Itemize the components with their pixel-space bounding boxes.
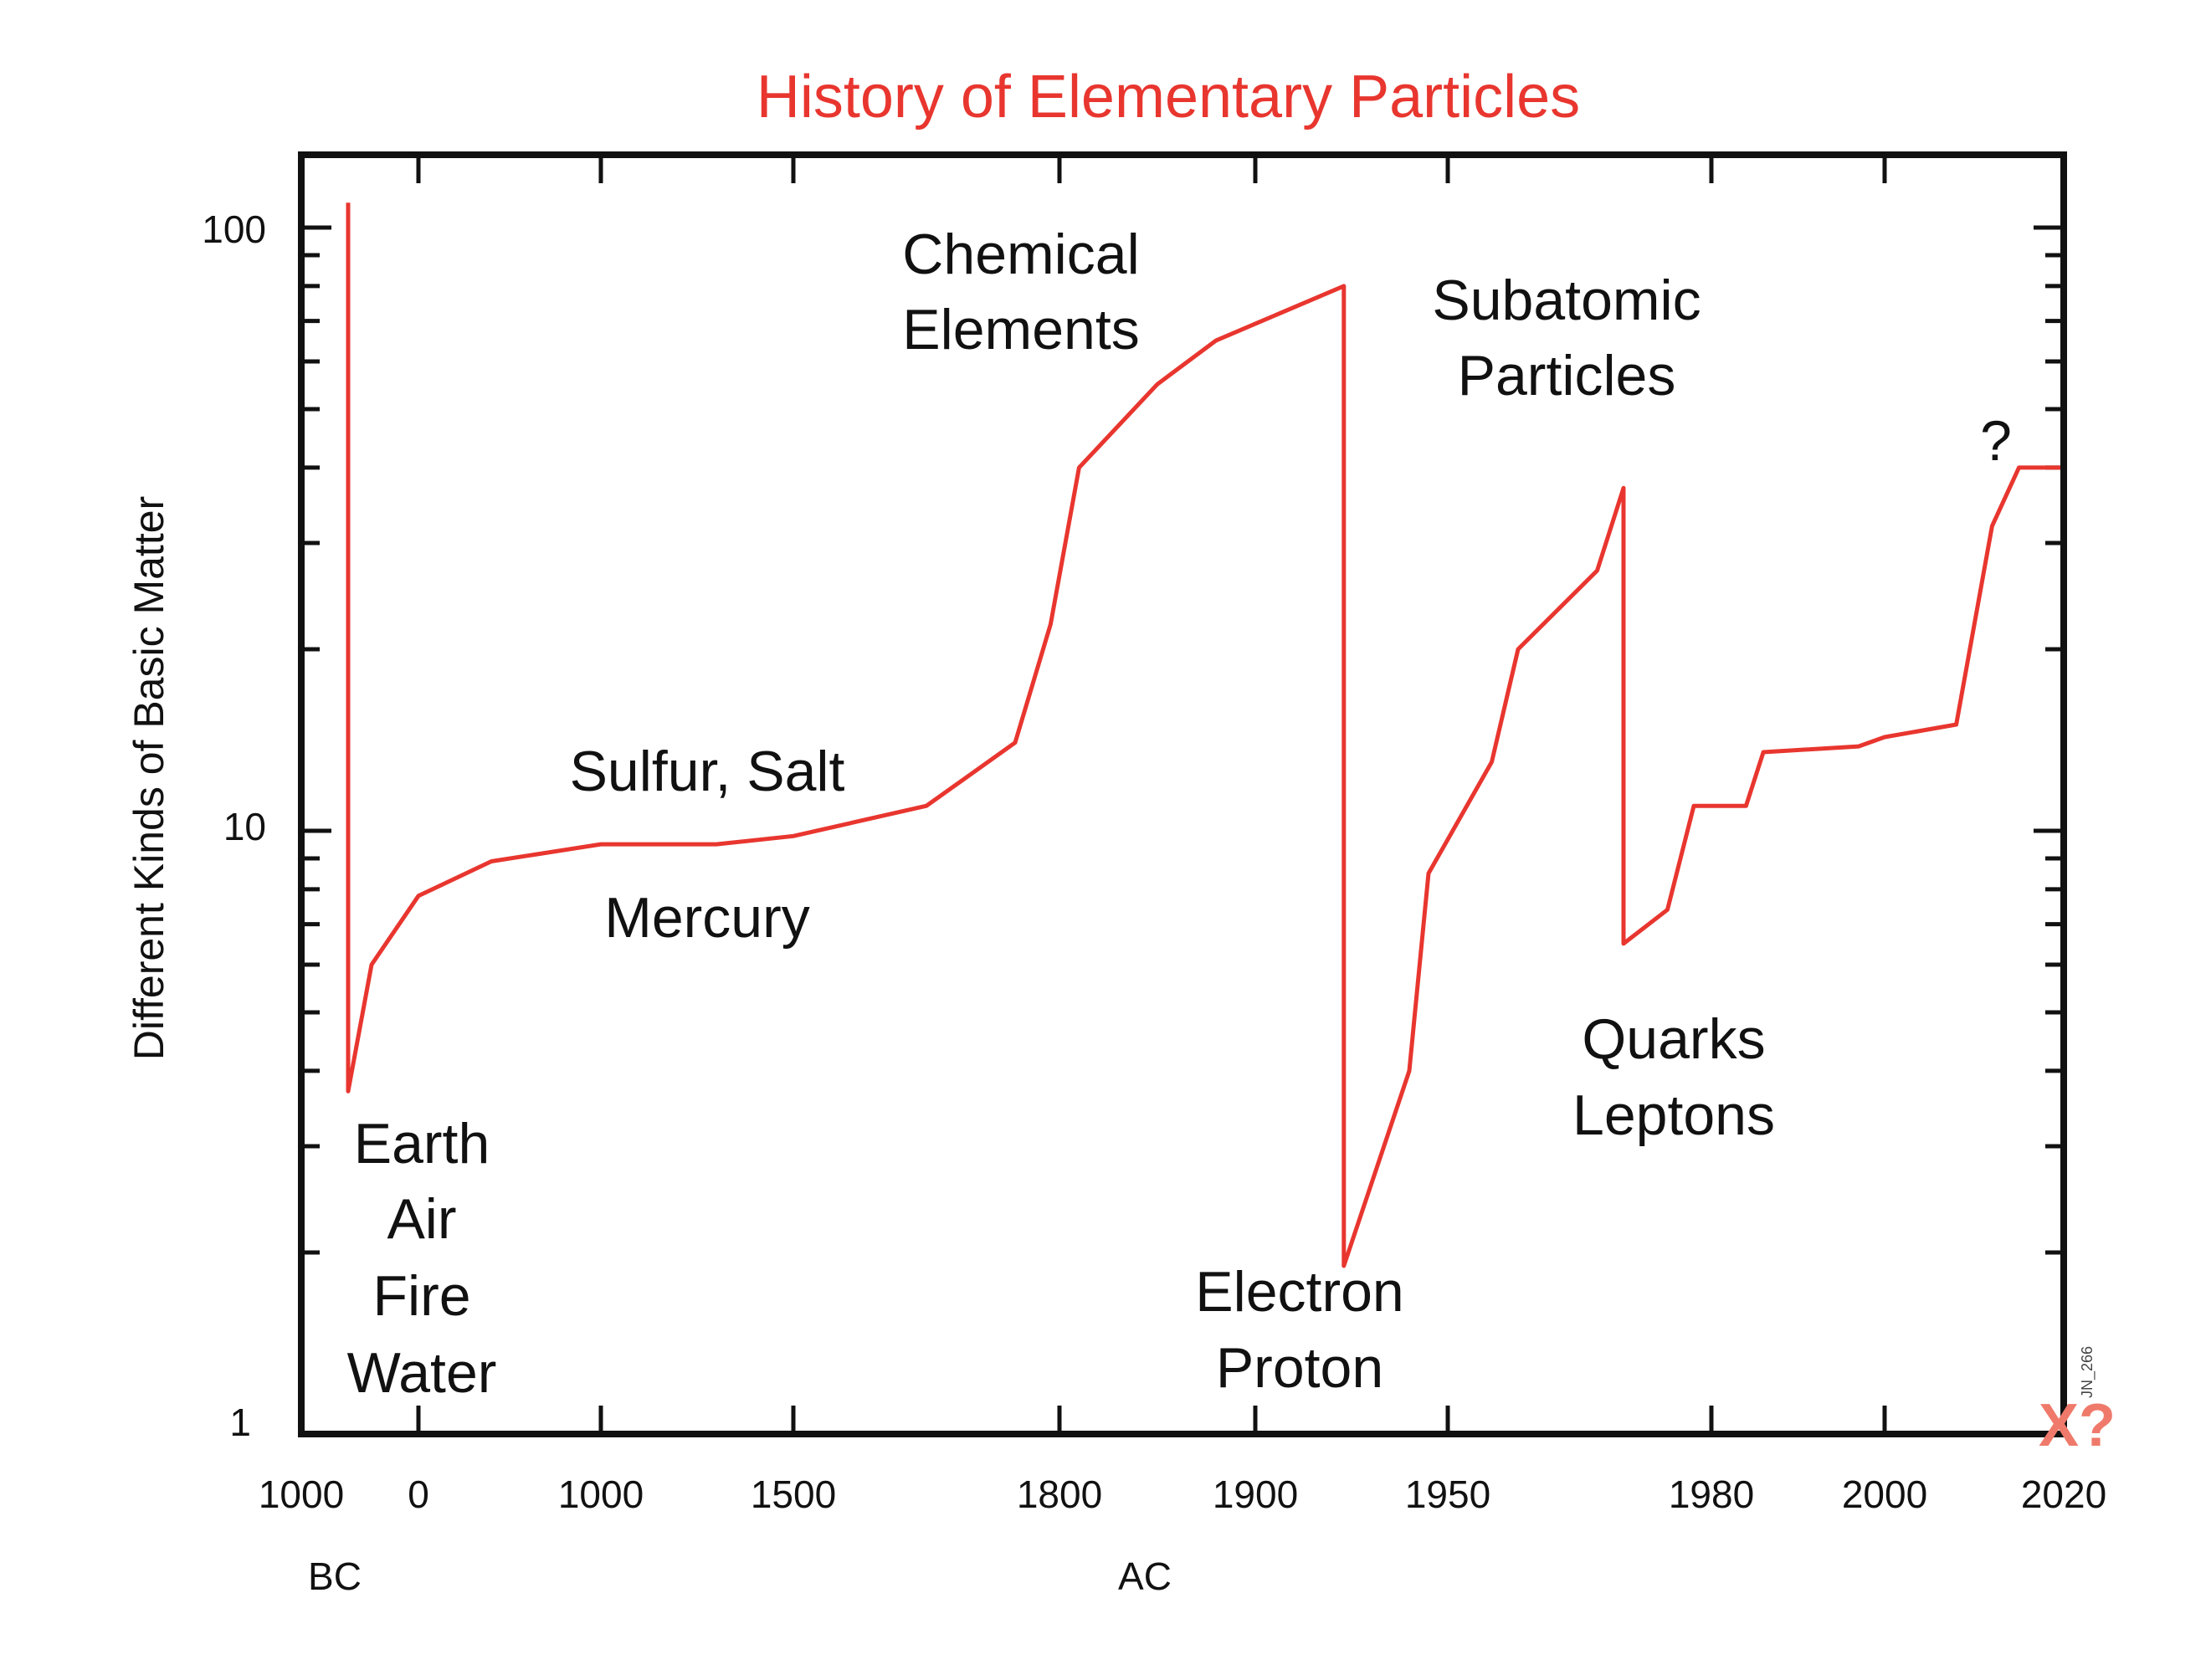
era-label-ac: AC xyxy=(1118,1555,1172,1598)
series-line xyxy=(346,202,2060,1268)
x-tick-label-1800: 1800 xyxy=(1017,1473,1102,1516)
annotation-proton: Proton xyxy=(1216,1336,1383,1400)
axis-ticks xyxy=(301,155,2064,1437)
x-tick-label-1950: 1950 xyxy=(1405,1473,1490,1516)
annotation-water: Water xyxy=(347,1341,497,1405)
x-question-mark: X? xyxy=(2039,1392,2116,1459)
x-tick-label-1000bc: 1000 xyxy=(259,1473,344,1516)
annotation-subatomic: Subatomic xyxy=(1432,269,1701,332)
chart-title: History of Elementary Particles xyxy=(757,64,1580,131)
x-tick-label-0: 0 xyxy=(408,1473,429,1516)
annotation-sulfur-salt: Sulfur, Salt xyxy=(570,740,845,803)
annotation-earth: Earth xyxy=(354,1112,490,1175)
y-tick-label-100: 100 xyxy=(202,207,266,251)
annotation-electron: Electron xyxy=(1195,1260,1403,1324)
annotation-quarks: Quarks xyxy=(1582,1007,1765,1071)
y-axis-label: Different Kinds of Basic Matter xyxy=(126,496,172,1060)
y-tick-label-10: 10 xyxy=(223,805,266,848)
figure-stamp: JN_266 xyxy=(2079,1346,2096,1398)
annotation-air: Air xyxy=(387,1187,456,1251)
x-tick-label-1900: 1900 xyxy=(1213,1473,1298,1516)
x-tick-label-2000: 2000 xyxy=(1842,1473,1927,1516)
x-tick-label-1980: 1980 xyxy=(1669,1473,1754,1516)
x-tick-label-2020: 2020 xyxy=(2021,1473,2106,1516)
annotation-chemical: Chemical xyxy=(902,223,1139,286)
annotation-leptons: Leptons xyxy=(1572,1083,1775,1147)
y-tick-label-1: 1 xyxy=(229,1401,251,1444)
annotation-fire: Fire xyxy=(372,1264,470,1328)
x-tick-label-1500: 1500 xyxy=(751,1473,836,1516)
annotation-mercury: Mercury xyxy=(604,886,810,950)
annotation-question: ? xyxy=(1980,409,2012,473)
annotation-particles: Particles xyxy=(1458,344,1676,407)
annotation-elements: Elements xyxy=(902,298,1139,361)
x-tick-label-1000: 1000 xyxy=(558,1473,644,1516)
plot-frame xyxy=(298,151,2067,1437)
era-label-bc: BC xyxy=(308,1555,362,1598)
